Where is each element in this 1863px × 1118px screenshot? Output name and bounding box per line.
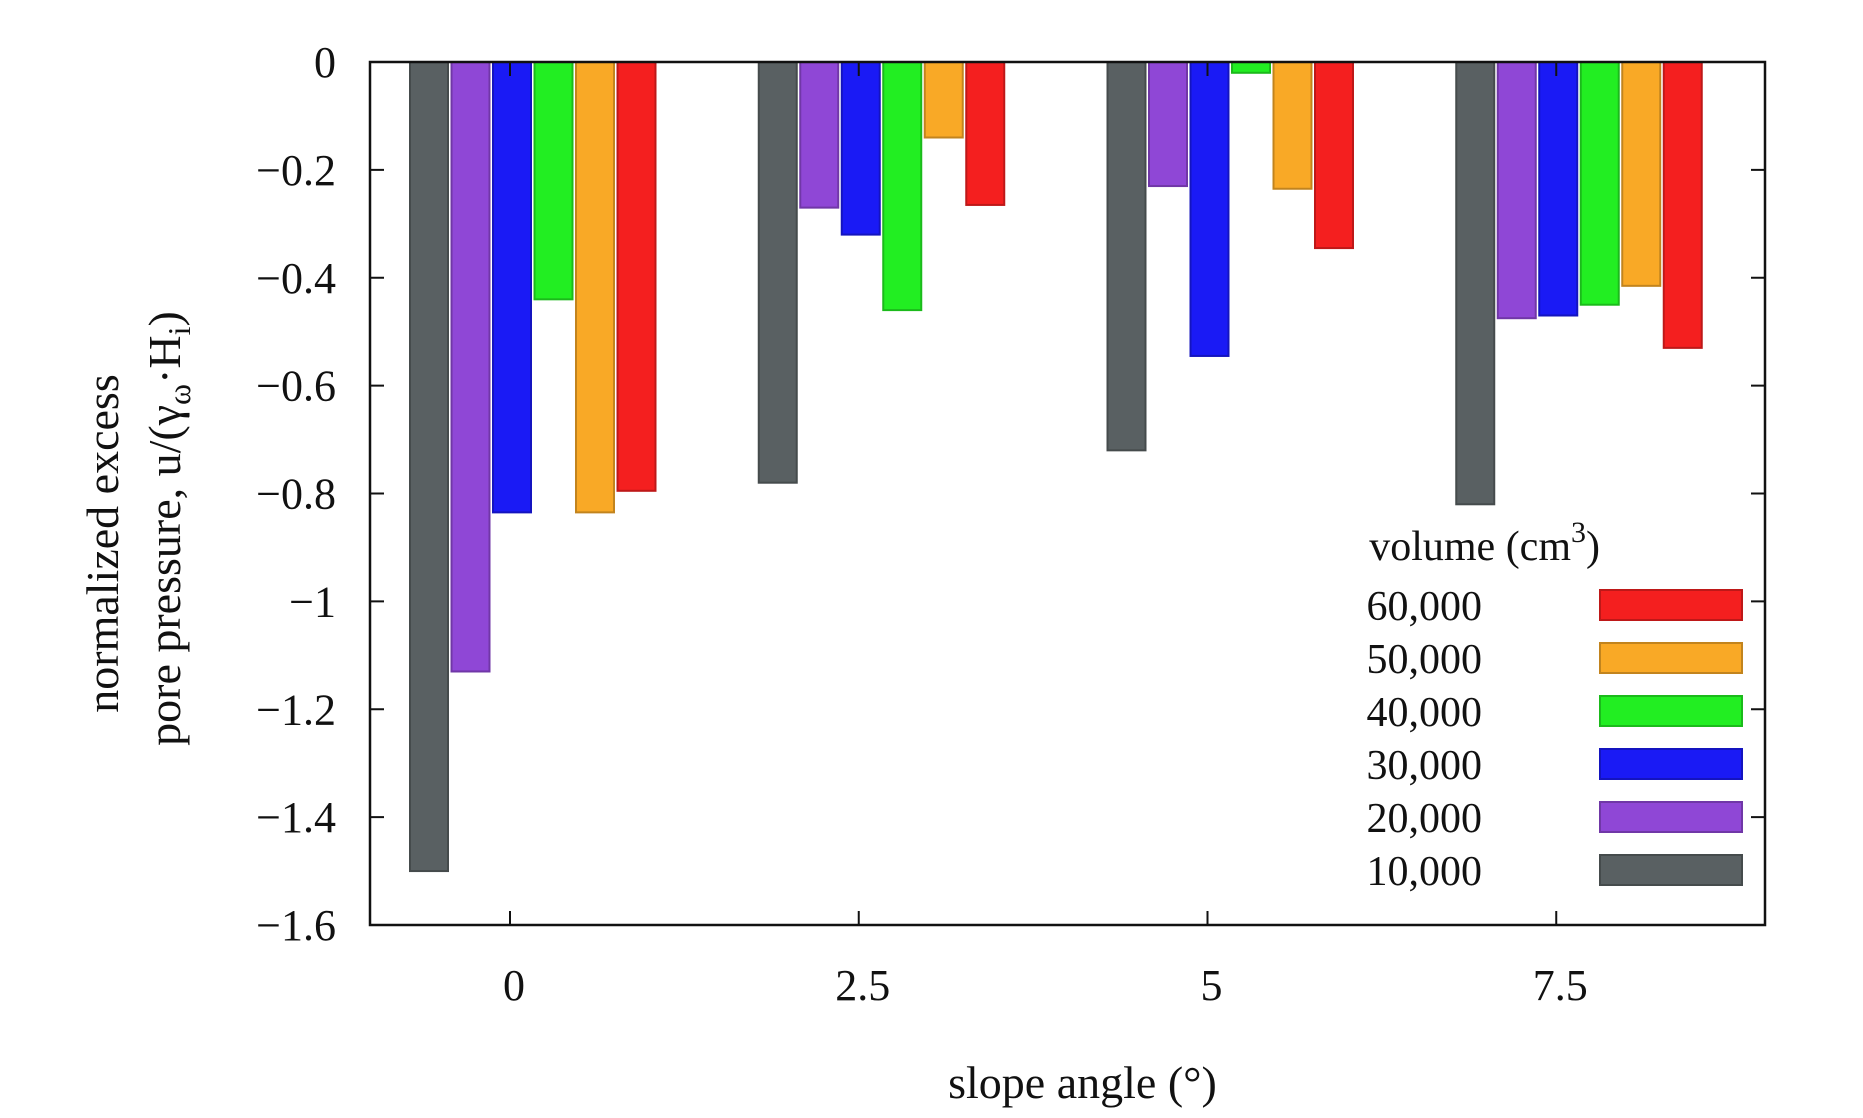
bar-10000-0 [409, 61, 449, 873]
bar-60000-2.5 [965, 61, 1006, 206]
y-axis-title-i-sub: i [161, 326, 197, 335]
bar-20000-7.5 [1496, 61, 1537, 320]
x-tick-label: 2.5 [835, 961, 890, 1010]
bar-10000-2.5 [757, 61, 798, 484]
bar-10000-5 [1106, 61, 1147, 452]
x-axis-title: slope angle (°) [948, 1057, 1217, 1108]
y-tick-label: −1.2 [256, 685, 336, 734]
bar-40000-2.5 [882, 61, 923, 312]
axis-ticks: 0 −0.2 −0.4 −0.6 −0.8 −1 −1.2 −1.4 −1.6 0 2.5 5 7.5 [256, 38, 1765, 1010]
y-axis-title-part1: pore pressure, u/(γ [139, 405, 190, 746]
legend-swatch [1599, 801, 1743, 833]
legend-swatch [1599, 748, 1743, 780]
bar-60000-0 [616, 61, 657, 492]
y-tick-label: 0 [314, 38, 336, 87]
y-tick-label: −0.2 [256, 146, 336, 195]
bar-20000-0 [450, 61, 491, 673]
bar-40000-7.5 [1579, 61, 1620, 306]
legend-swatch [1599, 642, 1743, 674]
y-axis-title-line1: normalized excess [77, 374, 128, 712]
bar-30000-0 [492, 61, 532, 514]
x-tick-label: 7.5 [1533, 961, 1588, 1010]
y-tick-label: −0.4 [256, 254, 336, 303]
x-tick-label: 0 [503, 961, 525, 1010]
bar-30000-2.5 [840, 61, 881, 236]
bar-20000-2.5 [799, 61, 840, 209]
legend: volume (cm3) 60,000 50,000 40,000 30,000 20,0… [1367, 516, 1743, 895]
y-tick-label: −0.6 [256, 362, 336, 411]
bar-30000-5 [1189, 61, 1230, 357]
legend-title-suffix: ) [1586, 524, 1600, 570]
bars-group [409, 61, 1703, 873]
y-axis-title-line2: pore pressure, u/(γω·Hi) [139, 311, 197, 746]
bar-10000-7.5 [1455, 61, 1496, 506]
y-axis-title-close: ) [139, 311, 190, 326]
bar-30000-7.5 [1538, 61, 1579, 317]
legend-title-superscript: 3 [1571, 516, 1586, 549]
bar-60000-7.5 [1662, 61, 1703, 349]
legend-label: 40,000 [1367, 690, 1483, 736]
legend-label: 60,000 [1367, 584, 1483, 630]
bar-60000-5 [1314, 61, 1354, 250]
legend-label: 10,000 [1367, 849, 1483, 895]
legend-label: 50,000 [1367, 637, 1483, 683]
legend-label: 30,000 [1367, 743, 1483, 789]
legend-title-prefix: volume (cm [1369, 524, 1571, 570]
x-tick-label: 5 [1201, 961, 1223, 1010]
legend-swatch [1599, 695, 1743, 727]
y-axis-title: normalized excess pore pressure, u/(γω·H… [77, 311, 197, 746]
legend-swatch [1599, 854, 1743, 886]
y-axis-title-part2: ·H [139, 335, 190, 384]
legend-label: 20,000 [1367, 796, 1483, 842]
bar-40000-5 [1231, 61, 1271, 74]
bar-50000-2.5 [923, 61, 964, 139]
y-tick-label: −1.4 [256, 793, 336, 842]
bar-50000-5 [1272, 61, 1313, 190]
y-tick-label: −1.6 [256, 901, 336, 950]
bar-20000-5 [1148, 61, 1188, 188]
y-tick-label: −1 [289, 577, 336, 626]
bar-50000-0 [575, 61, 615, 514]
legend-title: volume (cm3) [1369, 516, 1600, 570]
y-tick-label: −0.8 [256, 470, 336, 519]
bar-50000-7.5 [1621, 61, 1662, 287]
bar-40000-0 [533, 61, 574, 301]
legend-swatch [1599, 589, 1743, 621]
y-axis-title-omega-sub: ω [161, 384, 197, 405]
